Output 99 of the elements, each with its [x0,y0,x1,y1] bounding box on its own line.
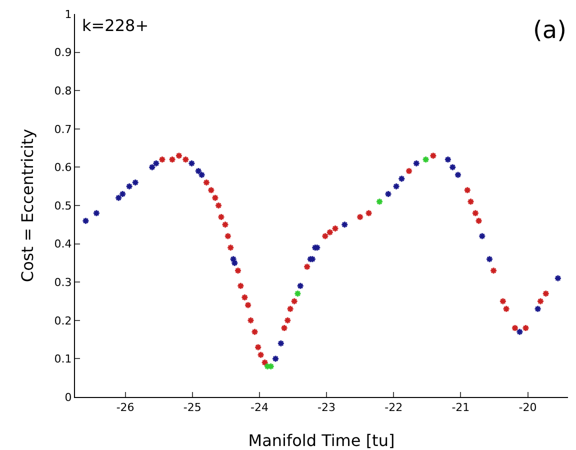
y-tick-label: 0 [64,390,72,404]
point [429,152,437,160]
point [277,340,285,348]
point [554,274,562,282]
point [475,217,483,225]
point [246,316,254,324]
point [188,160,196,168]
point [182,156,190,164]
point [118,190,126,198]
point [422,156,430,164]
point [536,298,544,305]
point [534,305,542,313]
y-tick-label: 0.8 [54,84,72,98]
point [472,209,480,217]
point [284,316,292,324]
point [444,156,452,164]
point [257,351,265,359]
annotation: (a) [533,16,566,44]
point [542,290,550,298]
y-axis-title: Cost = Eccentricity [18,128,37,282]
point [92,209,100,217]
point [261,358,269,366]
point [412,160,420,168]
point [217,213,225,221]
point [132,178,140,186]
point [198,171,206,179]
point [454,171,462,179]
point [286,305,294,313]
point [511,324,519,332]
x-tick-label: -23 [318,401,336,414]
y-tick-label: 0.1 [54,352,72,366]
point [126,182,134,190]
point [486,255,494,263]
point [280,324,288,332]
point [466,198,474,206]
point [152,160,160,168]
point [294,290,302,298]
point [321,232,329,240]
point [499,298,507,305]
point [230,259,238,267]
y-tick-label: 0.7 [54,122,72,136]
y-tick-label: 0.2 [54,314,72,328]
x-tick-label: -20 [518,401,537,414]
y-tick-label: 0.4 [54,238,72,251]
point [226,244,234,252]
point [234,266,242,274]
point [207,186,215,194]
point [194,167,202,175]
y-tick-label: 0.9 [54,46,72,60]
point [148,163,156,171]
point [303,263,311,271]
y-tick-label: 1 [64,8,72,21]
x-tick-label: -22 [384,401,403,414]
point [398,174,406,182]
y-tick-label: 0.3 [54,276,72,289]
point [356,213,364,221]
point [168,156,176,164]
point [272,354,280,362]
point [384,190,392,198]
point [240,294,248,302]
point [267,362,275,370]
point [251,328,259,336]
point [82,217,90,225]
point [516,328,524,336]
x-tick-label: -26 [116,401,134,414]
x-axis-title: Manifold Time [tu] [248,431,395,450]
point [290,298,298,305]
x-tick-label: -21 [452,401,470,414]
point [296,282,304,290]
point [522,324,530,332]
y-tick-label: 0.6 [54,161,72,174]
point [365,209,373,217]
point [490,266,498,274]
point [448,163,456,171]
point [376,198,384,206]
point [236,282,244,290]
point [224,232,232,240]
point [502,305,510,313]
point [254,343,262,351]
point [175,152,183,160]
point [478,232,486,240]
point [464,186,472,194]
x-tick-label: -24 [250,401,268,414]
annotation: k=228+ [82,16,149,35]
point [392,182,400,190]
point [222,220,229,228]
point [340,220,348,228]
point [158,156,166,164]
point [214,202,222,210]
x-tick-label: -25 [183,401,202,414]
point [332,224,339,232]
point [202,178,210,186]
point [114,194,122,202]
point [405,167,413,175]
point [211,194,219,202]
y-tick-label: 0.5 [54,199,72,212]
point [230,255,238,263]
point [244,301,252,309]
point [326,228,334,236]
